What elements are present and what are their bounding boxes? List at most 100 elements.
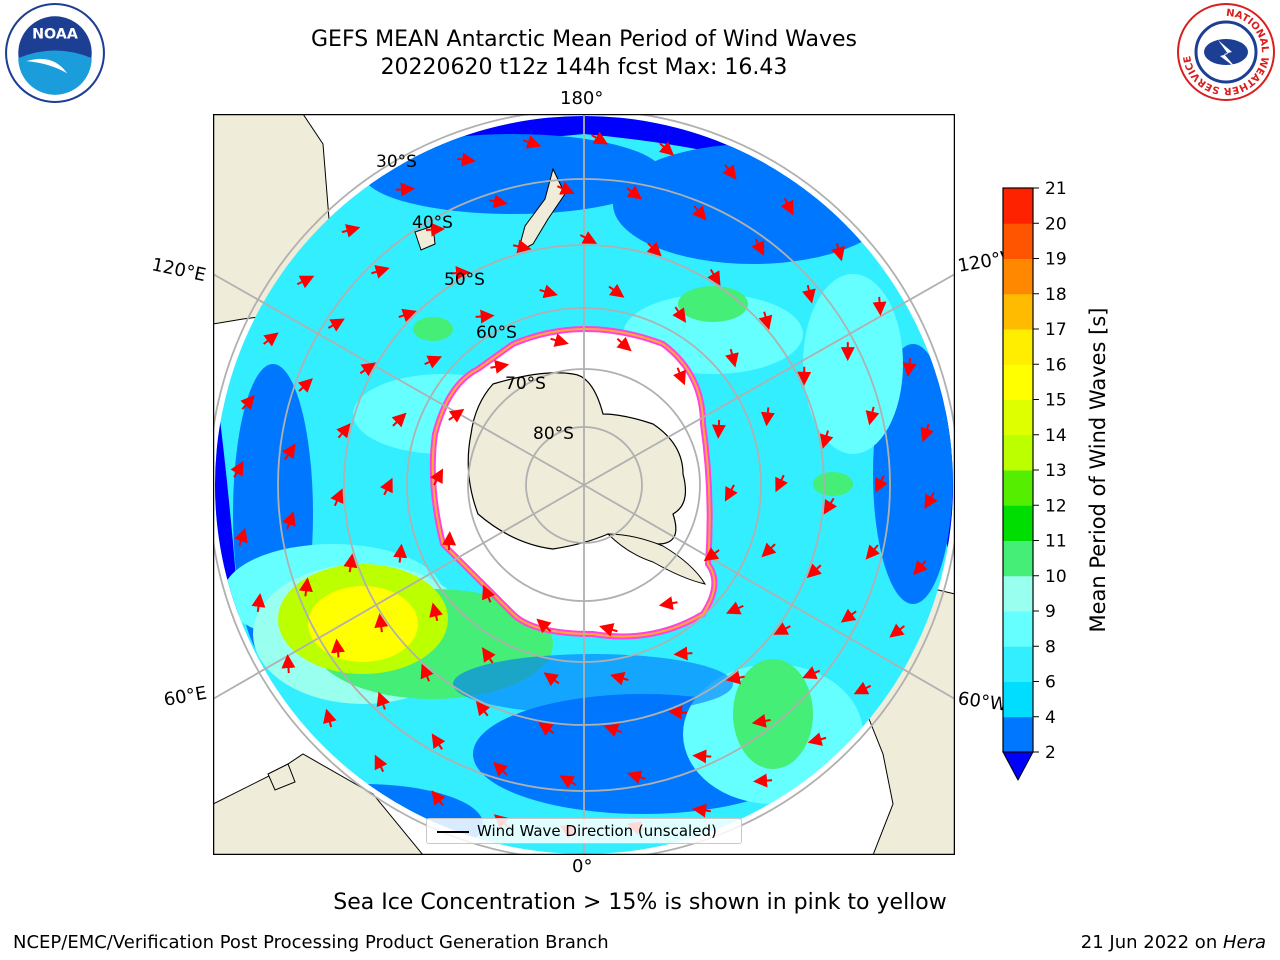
wind-wave-arrow xyxy=(391,412,407,428)
colorbar-segment xyxy=(1003,293,1033,330)
wind-wave-arrow xyxy=(490,359,510,374)
wind-wave-arrow xyxy=(371,265,390,279)
wind-wave-arrow xyxy=(668,705,688,720)
lat-label-40s: 40°S xyxy=(412,213,453,233)
colorbar-segment xyxy=(1003,399,1033,436)
wind-wave-arrow xyxy=(448,408,465,423)
wind-wave-arrow xyxy=(556,181,575,195)
wind-wave-arrow xyxy=(610,671,629,686)
colorbar-segment xyxy=(1003,364,1033,400)
tasmania-land xyxy=(414,225,436,251)
colorbar-tick-label: 18 xyxy=(1045,285,1067,305)
colorbar-tick-label: 16 xyxy=(1045,355,1067,375)
wind-wave-arrow xyxy=(722,164,737,180)
wind-wave-arrow xyxy=(475,700,491,717)
lon-label-180: 180° xyxy=(560,88,604,109)
wind-wave-arrow xyxy=(599,623,618,637)
wind-wave-arrow xyxy=(426,222,446,237)
wind-wave-arrow xyxy=(331,638,345,658)
lat-label-70s: 70°S xyxy=(505,374,546,394)
wind-wave-arrow xyxy=(475,309,495,324)
colorbar-tick-label: 11 xyxy=(1045,532,1067,552)
wind-wave-arrow xyxy=(539,284,558,299)
gridlines xyxy=(213,114,955,855)
wind-wave-arrow xyxy=(603,723,623,738)
wind-wave-arrow xyxy=(889,623,905,638)
colorbar-tick-label: 10 xyxy=(1045,567,1067,587)
wind-wave-arrow xyxy=(281,654,296,674)
wind-wave-arrow xyxy=(724,484,738,502)
wind-wave-arrow xyxy=(773,622,791,635)
lat-label-30s: 30°S xyxy=(376,152,417,172)
title-line-2: 20220620 t12z 144h fcst Max: 16.43 xyxy=(380,55,788,80)
wind-wave-arrow xyxy=(673,646,693,661)
colorbar-tick-label: 8 xyxy=(1045,637,1056,657)
wind-wave-arrow xyxy=(263,332,279,347)
wind-wave-arrow xyxy=(761,542,777,558)
antarctic-peninsula xyxy=(606,533,707,585)
wind-wave-arrow xyxy=(840,608,857,623)
colorbar-under-arrow xyxy=(1002,751,1034,782)
colorbar-segment xyxy=(1003,434,1033,471)
wind-wave-arrow xyxy=(902,358,917,378)
wind-wave-arrow xyxy=(230,460,244,478)
wind-wave-arrow xyxy=(481,647,496,664)
lat-label-80s: 80°S xyxy=(533,424,574,444)
title-line-1: GEFS MEAN Antarctic Mean Period of Wind … xyxy=(311,27,857,52)
wind-wave-arrow xyxy=(543,672,560,687)
colorbar-segment xyxy=(1003,575,1033,612)
wind-wave-arrow xyxy=(512,239,532,254)
colorbar-tick-label: 21 xyxy=(1045,180,1067,199)
wind-wave-arrow xyxy=(692,749,712,764)
legend-line-icon xyxy=(437,831,469,833)
nws-logo: NATIONAL WEATHER SERVICE xyxy=(1177,3,1275,101)
lon-label-120e: 120°E xyxy=(149,254,208,287)
colorbar-segment xyxy=(1003,646,1033,682)
wind-wave-arrow xyxy=(853,681,872,695)
wind-wave-arrow xyxy=(336,423,351,439)
wind-wave-arrow xyxy=(658,141,675,156)
wind-wave-arrows xyxy=(230,131,938,839)
wind-wave-arrow xyxy=(420,663,434,682)
colorbar-tick-label: 14 xyxy=(1045,426,1067,446)
colorbar-tick-label: 20 xyxy=(1045,214,1067,234)
wind-wave-arrow xyxy=(393,543,408,563)
noaa-logo: NOAA xyxy=(5,3,105,103)
lat-label-60s: 60°S xyxy=(476,323,517,343)
wind-wave-arrow xyxy=(297,378,313,393)
wind-wave-arrow xyxy=(920,423,934,443)
footer-host: Hera xyxy=(1222,932,1266,953)
wind-wave-arrow xyxy=(559,775,577,789)
wind-wave-arrow xyxy=(819,430,834,449)
colorbar-segment xyxy=(1003,681,1033,718)
wind-wave-arrow xyxy=(359,362,376,377)
wind-wave-arrow xyxy=(341,224,361,238)
madagascar-land xyxy=(267,763,296,791)
wind-wave-arrow xyxy=(626,185,643,200)
colorbar: 2 4 6 8 9 10 11 12 13 14 15 16 17 18 19 20 21 xyxy=(1002,180,1067,782)
polar-map xyxy=(213,114,955,855)
wind-wave-arrow xyxy=(658,596,678,611)
wind-wave-arrow xyxy=(538,722,555,736)
wind-wave-arrow xyxy=(865,544,881,560)
wind-wave-arrow xyxy=(775,474,788,493)
colorbar-tick-label: 19 xyxy=(1045,250,1067,270)
colorbar-tick-label: 9 xyxy=(1045,602,1056,622)
wind-wave-arrow xyxy=(725,348,739,368)
wind-wave-arrow xyxy=(282,443,296,460)
wind-wave-arrow xyxy=(673,367,686,386)
wind-wave-arrow xyxy=(802,284,816,304)
wind-wave-arrow xyxy=(806,563,822,579)
colorbar-segment xyxy=(1003,716,1033,753)
wind-wave-arrow xyxy=(424,355,443,369)
wind-wave-arrow xyxy=(457,152,477,167)
wind-wave-arrow xyxy=(450,266,470,281)
wind-wave-arrow xyxy=(251,592,266,612)
wind-wave-arrow xyxy=(711,419,726,439)
wind-wave-arrow xyxy=(616,336,632,352)
sea-ice-caption: Sea Ice Concentration > 15% is shown in … xyxy=(333,890,947,915)
colorbar-tick-label: 17 xyxy=(1045,320,1067,340)
wind-wave-arrow xyxy=(591,131,609,145)
wind-wave-arrow xyxy=(703,547,720,562)
wind-wave-arrow xyxy=(343,553,358,573)
